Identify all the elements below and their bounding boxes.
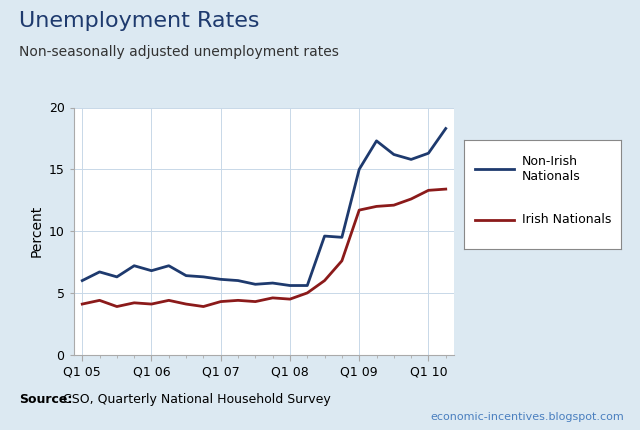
Text: Unemployment Rates: Unemployment Rates	[19, 11, 260, 31]
Text: Non-seasonally adjusted unemployment rates: Non-seasonally adjusted unemployment rat…	[19, 45, 339, 59]
Text: economic-incentives.blogspot.com: economic-incentives.blogspot.com	[430, 412, 624, 422]
Text: Non-Irish
Nationals: Non-Irish Nationals	[522, 155, 580, 183]
Y-axis label: Percent: Percent	[29, 205, 43, 257]
Text: CSO, Quarterly National Household Survey: CSO, Quarterly National Household Survey	[59, 393, 331, 406]
Text: Source:: Source:	[19, 393, 72, 406]
Text: Irish Nationals: Irish Nationals	[522, 213, 611, 226]
